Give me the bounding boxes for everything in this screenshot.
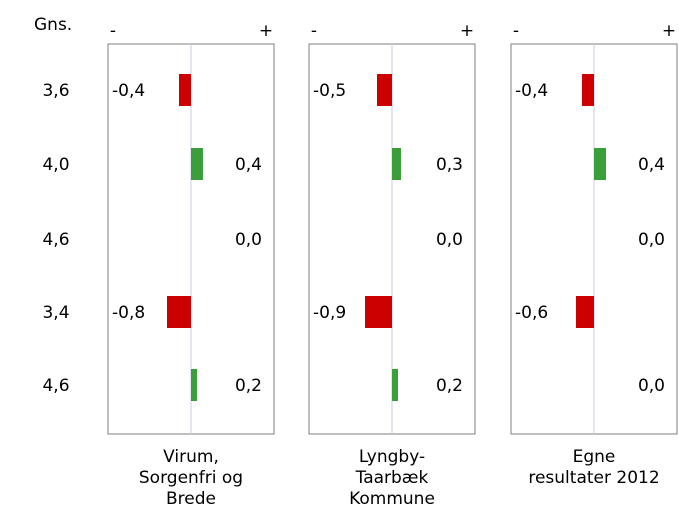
bar-negative [377, 74, 392, 106]
average-column-header: Gns. [34, 15, 72, 35]
data-label: 0,4 [235, 155, 262, 175]
bar-positive [191, 148, 203, 180]
bar-negative [365, 296, 392, 328]
data-label: 0,2 [436, 376, 463, 396]
category-label: Lyngby- [359, 447, 425, 467]
data-label: -0,6 [515, 303, 548, 323]
data-label: 0,0 [235, 230, 262, 250]
bar-negative [179, 74, 191, 106]
data-label: 0,2 [235, 376, 262, 396]
axis-sign-negative: - [513, 21, 519, 41]
data-label: -0,4 [112, 81, 145, 101]
bar-positive [191, 369, 197, 401]
category-label: Virum, [163, 447, 219, 467]
data-label: -0,8 [112, 303, 145, 323]
average-value: 3,6 [42, 81, 69, 101]
data-label: 0,4 [638, 155, 665, 175]
bar-negative [582, 74, 594, 106]
data-label: -0,9 [313, 303, 346, 323]
average-value: 3,4 [42, 303, 69, 323]
axis-sign-positive: + [460, 21, 474, 41]
average-value: 4,6 [42, 230, 69, 250]
axis-sign-negative: - [311, 21, 317, 41]
data-label: 0,0 [638, 230, 665, 250]
data-label: 0,0 [638, 376, 665, 396]
category-label: Brede [166, 489, 216, 509]
bar-negative [576, 296, 594, 328]
data-label: 0,3 [436, 155, 463, 175]
category-label: Taarbæk [355, 468, 429, 488]
data-label: 0,0 [436, 230, 463, 250]
axis-sign-positive: + [259, 21, 273, 41]
average-value: 4,6 [42, 376, 69, 396]
data-label: -0,4 [515, 81, 548, 101]
category-label: Kommune [349, 489, 435, 509]
axis-sign-positive: + [662, 21, 676, 41]
category-label: resultater 2012 [528, 468, 659, 488]
category-label: Sorgenfri og [139, 468, 243, 488]
bar-negative [167, 296, 191, 328]
bar-positive [594, 148, 606, 180]
bar-positive [392, 148, 401, 180]
average-value: 4,0 [42, 155, 69, 175]
panel: - + -0,4 0,4 0,0 -0,8 0,2 Virum,Sorgenfri ogBre… [107, 21, 275, 509]
average-values: 3,6 4,0 4,6 3,4 4,6 [42, 81, 69, 396]
bar-positive [392, 369, 398, 401]
data-label: -0,5 [313, 81, 346, 101]
axis-sign-negative: - [110, 21, 116, 41]
category-label: Egne [573, 447, 616, 467]
